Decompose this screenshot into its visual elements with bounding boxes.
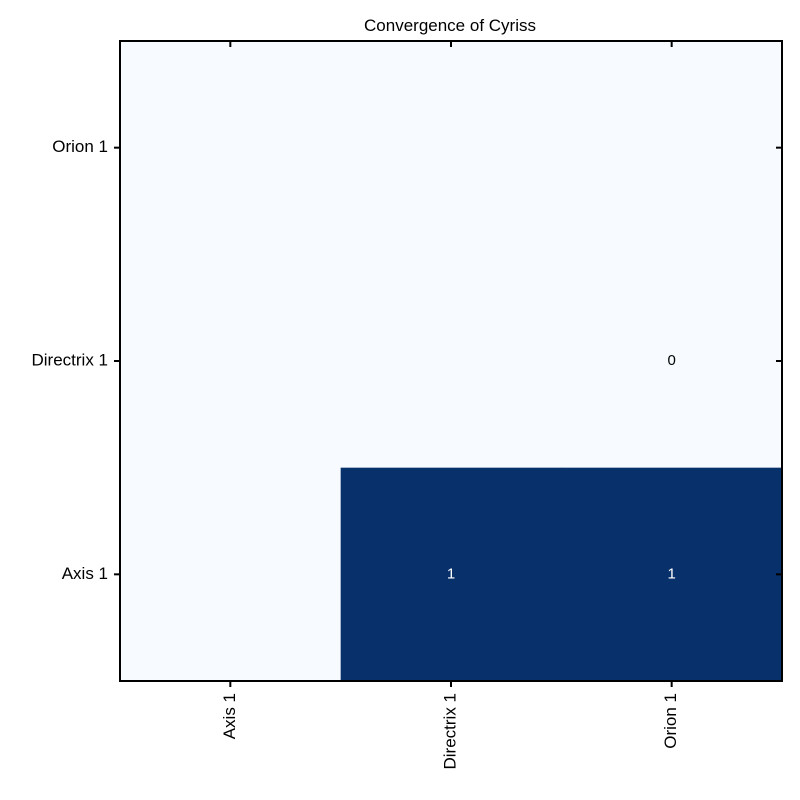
- y-tick-label: Axis 1: [62, 564, 108, 583]
- x-tick-label: Axis 1: [220, 693, 239, 739]
- cells-layer: [120, 41, 783, 682]
- heatmap-cell-directrix-1-orion-1: [561, 254, 783, 469]
- heatmap-cell-directrix-1-axis-1: [120, 254, 342, 469]
- x-tick-label: Orion 1: [661, 693, 680, 749]
- x-tick-label: Directrix 1: [440, 693, 459, 770]
- heatmap-cell-orion-1-orion-1: [561, 41, 783, 255]
- y-tick-label: Directrix 1: [31, 350, 108, 369]
- cell-value-label: 1: [447, 565, 455, 582]
- cell-value-label: 1: [667, 565, 675, 582]
- y-tick-label: Orion 1: [52, 137, 108, 156]
- cell-value-label: 0: [667, 352, 675, 369]
- axes-layer: Orion 1 Directrix 1 Axis 1 Axis 1 Directrix …: [31, 40, 783, 770]
- heatmap-cell-axis-1-orion-1: [561, 467, 783, 682]
- heatmap-cell-orion-1-directrix-1: [340, 41, 562, 255]
- chart-title: Convergence of Cyriss: [364, 16, 536, 35]
- heatmap-cell-axis-1-axis-1: [120, 467, 342, 682]
- heatmap-cell-orion-1-axis-1: [120, 41, 342, 255]
- heatmap-cell-axis-1-directrix-1: [340, 467, 562, 682]
- annotations-layer: 0 1 1: [447, 352, 676, 582]
- heatmap-cell-directrix-1-directrix-1: [340, 254, 562, 469]
